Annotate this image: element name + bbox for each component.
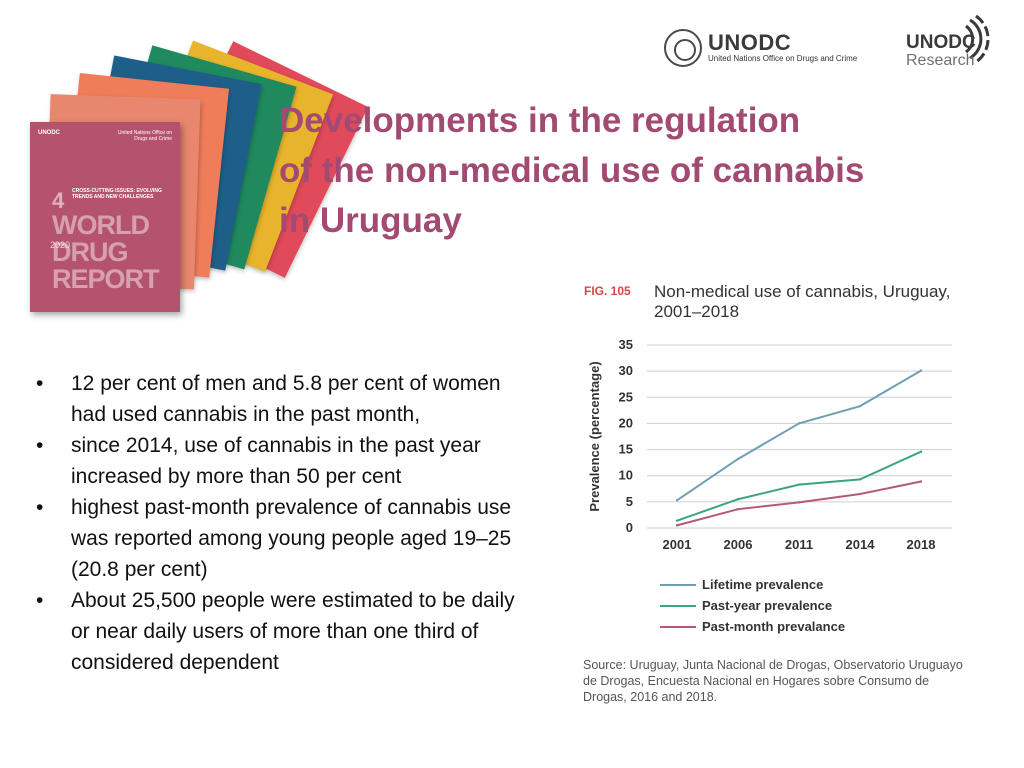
bullet-item: highest past-month prevalence of cannabi… [36, 492, 536, 585]
line-chart: 0 5 10 15 20 25 30 35 2001 2006 2011 2014 2018 Preval… [587, 337, 952, 552]
x-tick-label: 2006 [724, 537, 753, 552]
title-line-3: in Uruguay [279, 201, 462, 240]
data-point [858, 478, 862, 481]
figure-source: Source: Uruguay, Junta Nacional de Droga… [583, 658, 963, 704]
x-tick-label: 2011 [785, 537, 813, 552]
legend-label: Past-year prevalence [702, 598, 833, 613]
data-point [675, 524, 679, 527]
unodc-logo-subtext: United Nations Office on Drugs and Crime [708, 54, 858, 63]
bullet-item: About 25,500 people were estimated to be… [36, 585, 536, 678]
un-emblem-icon [664, 29, 702, 67]
y-tick-label: 35 [619, 337, 633, 352]
chart-title: Non-medical use of cannabis, Uruguay, 20… [654, 282, 951, 321]
legend-item-past-month: Past-month prevalance [660, 616, 845, 637]
title-line-2: of the non-medical use of cannabis [279, 151, 865, 190]
legend-label: Past-month prevalance [702, 619, 846, 634]
unodc-logo: UNODC United Nations Office on Drugs and… [664, 28, 857, 68]
legend-swatch-lifetime [660, 583, 696, 586]
y-tick-label: 5 [626, 494, 633, 509]
research-arcs-icon [965, 14, 990, 64]
y-axis-label: Prevalence (percentage) [587, 361, 602, 511]
data-point [675, 519, 679, 522]
title-line-1: Developments in the regulation [279, 101, 801, 140]
unodc-logo-text: UNODC [708, 30, 792, 55]
cover-subtitle: CROSS-CUTTING ISSUES: EVOLVING TRENDS AN… [72, 188, 162, 200]
y-tick-label: 15 [619, 442, 633, 457]
legend-label: Lifetime prevalence [702, 577, 824, 592]
data-point [797, 483, 801, 486]
bullet-item: 12 per cent of men and 5.8 per cent of w… [36, 368, 536, 430]
research-logo-top: UNODC [906, 32, 976, 53]
legend-item-lifetime: Lifetime prevalence [660, 574, 845, 595]
legend-swatch-past-month [660, 625, 696, 628]
slide-title: Developments in the regulation of the no… [279, 96, 979, 246]
data-point [736, 498, 740, 501]
bullet-list: 12 per cent of men and 5.8 per cent of w… [36, 368, 536, 678]
data-point [797, 422, 801, 425]
y-tick-label: 10 [619, 468, 633, 483]
research-logo-bottom: Research [906, 52, 975, 69]
bullet-item: since 2014, use of cannabis in the past … [36, 430, 536, 492]
cover-year: 2020 [50, 240, 71, 250]
y-tick-label: 30 [619, 363, 633, 378]
cover-wdr: WORLD DRUG REPORT [52, 210, 160, 294]
data-point [736, 507, 740, 511]
y-tick-label: 25 [619, 389, 633, 404]
data-point [919, 480, 923, 483]
cover-main: UNODC United Nations Office on Drugs and… [30, 122, 180, 312]
x-tick-label: 2001 [663, 537, 692, 552]
cover-brand: UNODC [38, 130, 60, 136]
chart-legend: Lifetime prevalence Past-year prevalence… [660, 574, 845, 637]
data-point [919, 450, 923, 453]
y-tick-label: 0 [626, 520, 633, 535]
data-point [797, 501, 801, 504]
cover-brand-sub: United Nations Office on Drugs and Crime [117, 130, 172, 142]
series-line-1 [676, 450, 922, 522]
data-point [675, 499, 679, 502]
unodc-research-logo: UNODC Research [906, 12, 1006, 72]
x-tick-label: 2014 [846, 537, 876, 552]
data-point [919, 369, 923, 372]
x-tick-label: 2018 [907, 537, 936, 552]
data-point [736, 457, 740, 461]
legend-item-past-year: Past-year prevalence [660, 595, 845, 616]
data-point [858, 492, 862, 496]
figure-label: FIG. 105 [584, 284, 631, 298]
cover-number: 4 [52, 188, 65, 213]
report-covers: UNODC United Nations Office on Drugs and… [0, 0, 369, 330]
data-point [858, 404, 862, 408]
series-line-0 [676, 369, 922, 502]
y-tick-label: 20 [619, 415, 633, 430]
legend-swatch-past-year [660, 604, 696, 607]
